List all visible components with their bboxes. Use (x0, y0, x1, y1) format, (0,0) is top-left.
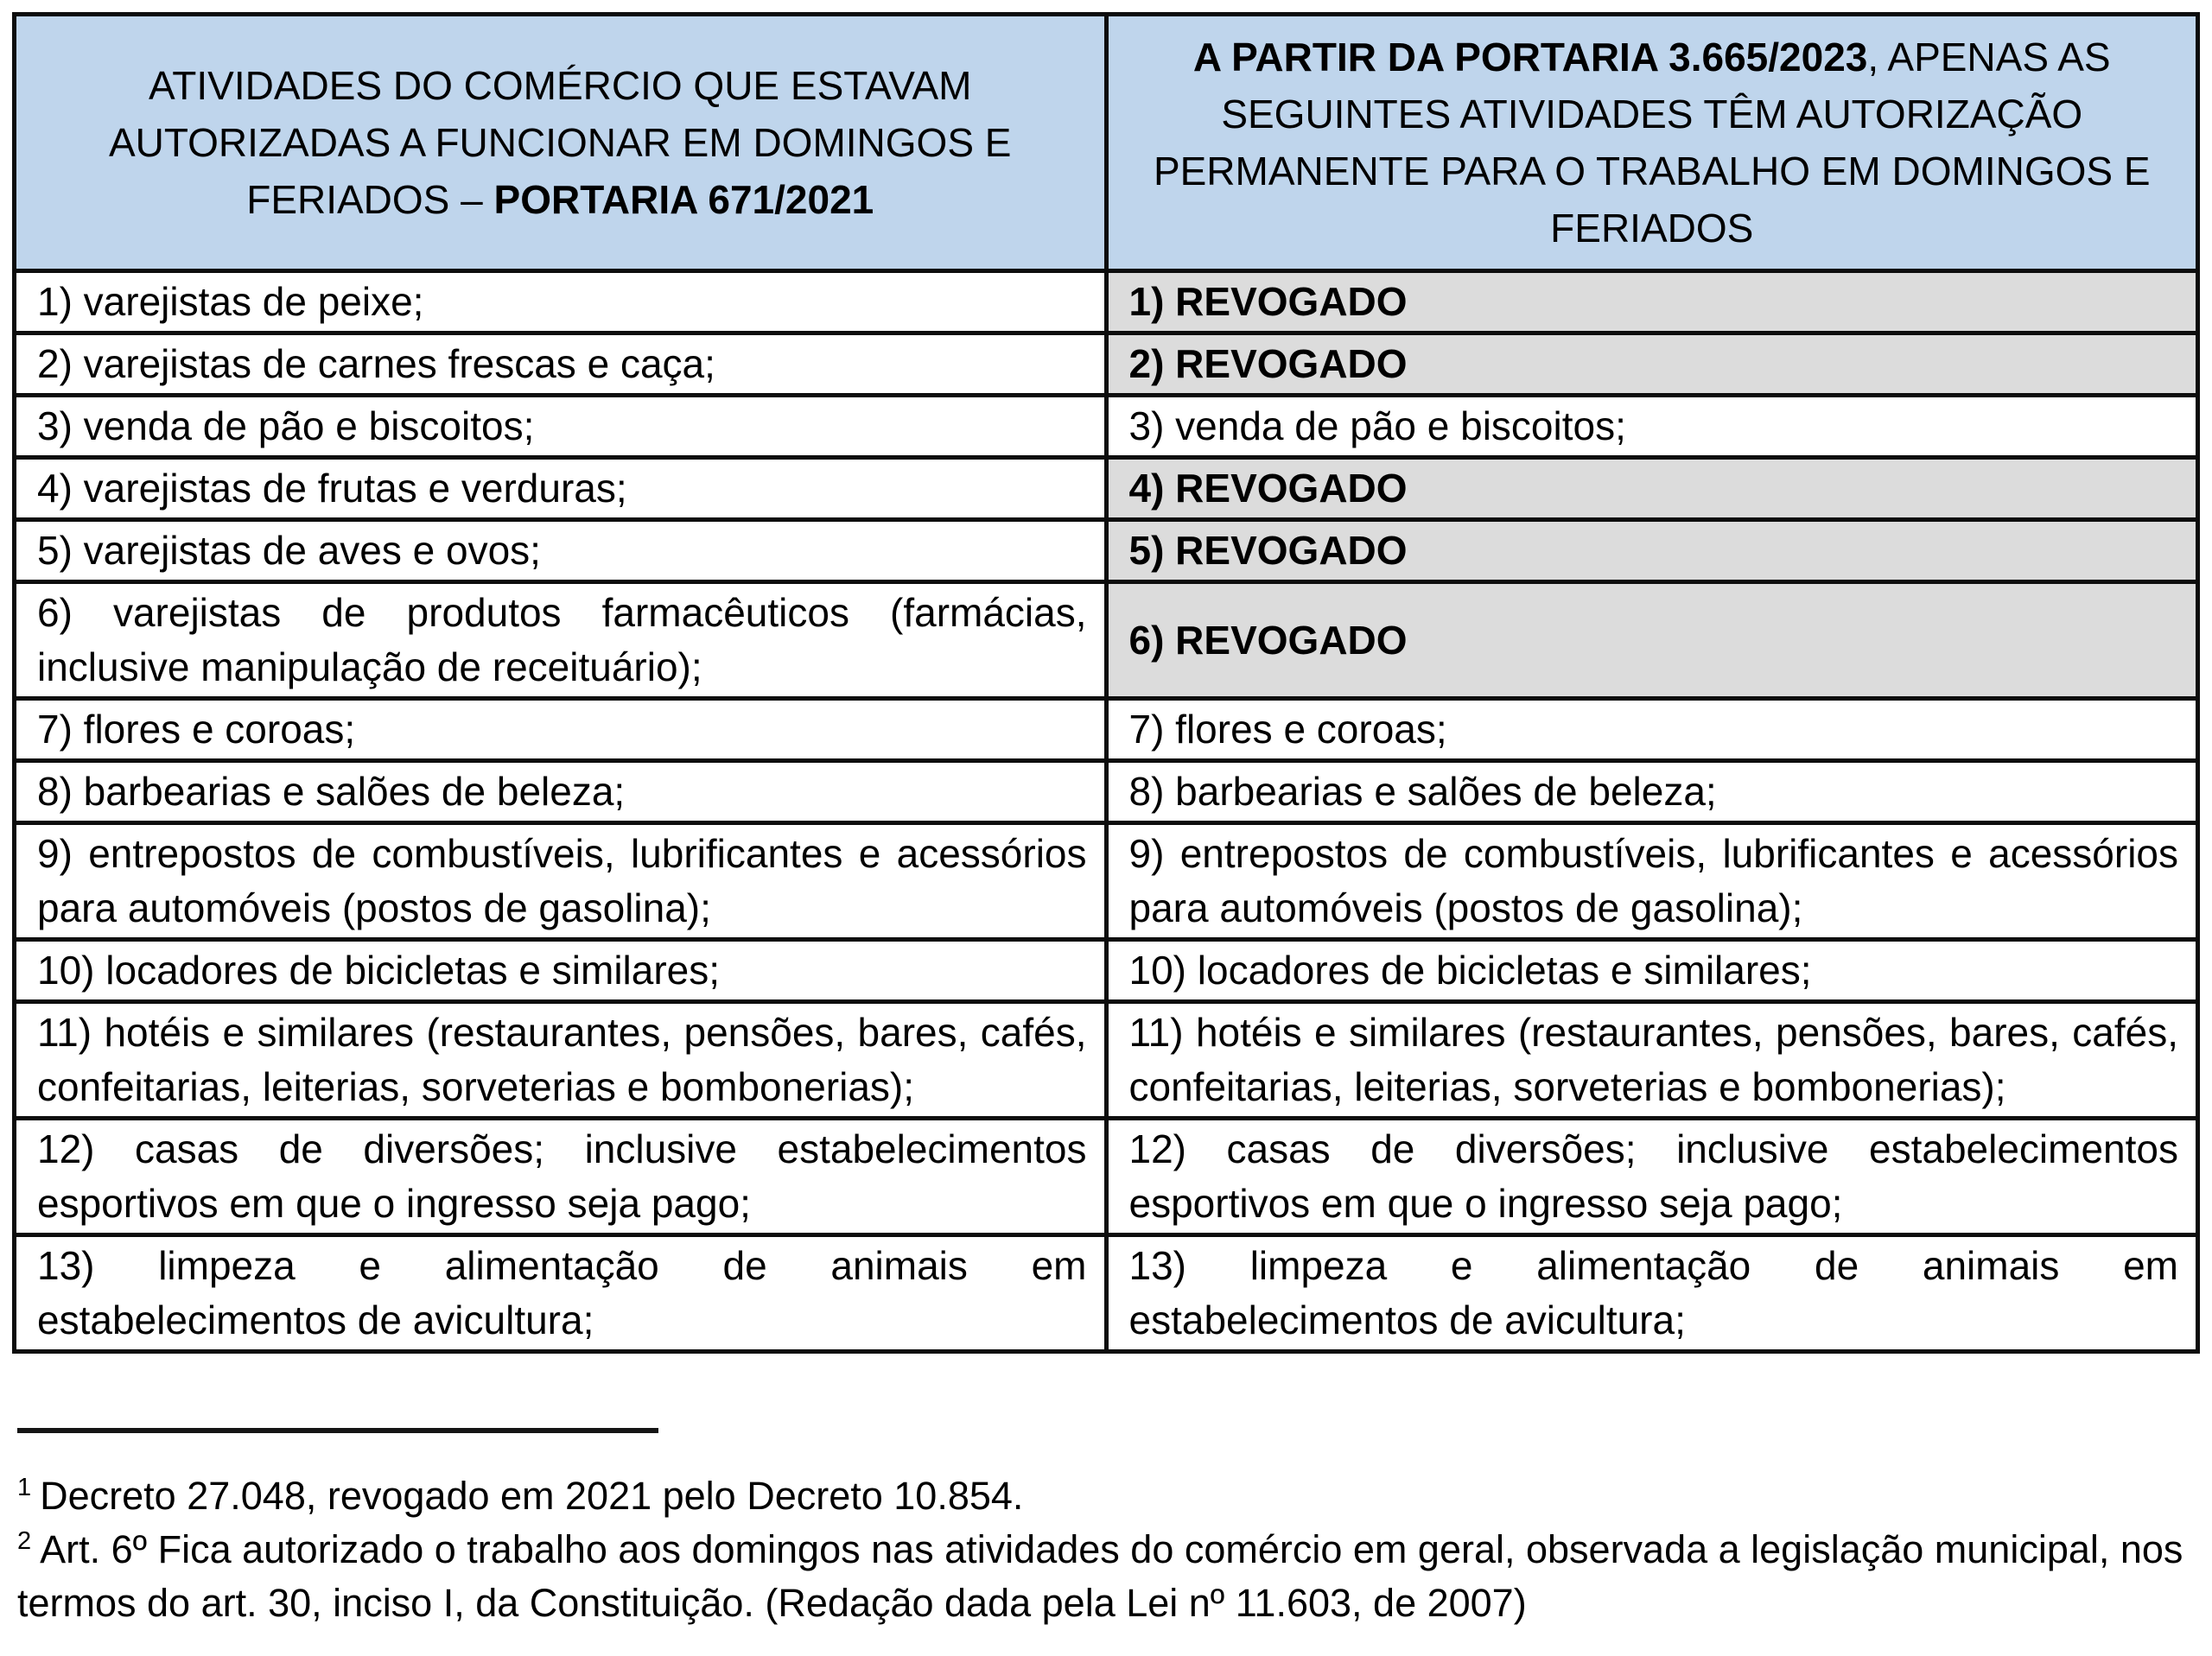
row-8-left-cell: 8) barbearias e salões de beleza; (12, 758, 1109, 825)
row-11-right-cell: 11) hotéis e similares (restaurantes, pe… (1103, 999, 2200, 1120)
row-12-right-cell: 12) casas de diversões; inclusive estabe… (1103, 1116, 2200, 1237)
comparison-table: ATIVIDADES DO COMÉRCIO QUE ESTAVAM AUTOR… (12, 12, 2200, 1354)
header-row: ATIVIDADES DO COMÉRCIO QUE ESTAVAM AUTOR… (12, 12, 2200, 273)
footnote-1-text: Decreto 27.048, revogado em 2021 pelo De… (40, 1474, 1024, 1518)
row-4-right-cell: 4) REVOGADO (1103, 455, 2200, 522)
row-1-right-cell: 1) REVOGADO (1103, 269, 2200, 335)
header-right-text: , APENAS AS SEGUINTES ATIVIDADES TÊM AUT… (1153, 35, 2151, 251)
row-3-left-cell: 3) venda de pão e biscoitos; (12, 393, 1109, 460)
table-row: 7) flores e coroas; 7) flores e coroas; (12, 696, 2200, 763)
row-9-left-cell: 9) entrepostos de combustíveis, lubrific… (12, 821, 1109, 942)
table-body: 1) varejistas de peixe; 1) REVOGADO 2) var… (12, 269, 2200, 1354)
footnotes-section: 1 Decreto 27.048, revogado em 2021 pelo D… (17, 1428, 2203, 1630)
row-2-left-cell: 2) varejistas de carnes frescas e caça; (12, 331, 1109, 397)
row-7-right-cell: 7) flores e coroas; (1103, 696, 2200, 763)
header-left-bold-text: PORTARIA 671/2021 (493, 177, 874, 222)
footnote-2-marker: 2 (17, 1527, 32, 1555)
table-row: 13) limpeza e alimentação de animais em … (12, 1233, 2200, 1354)
row-5-left-cell: 5) varejistas de aves e ovos; (12, 517, 1109, 584)
header-left-text: ATIVIDADES DO COMÉRCIO QUE ESTAVAM AUTOR… (108, 63, 1012, 222)
table-row: 1) varejistas de peixe; 1) REVOGADO (12, 269, 2200, 335)
footnote-1: 1 Decreto 27.048, revogado em 2021 pelo D… (17, 1469, 2203, 1523)
table-row: 8) barbearias e salões de beleza; 8) barb… (12, 758, 2200, 825)
row-9-right-cell: 9) entrepostos de combustíveis, lubrific… (1103, 821, 2200, 942)
table-row: 10) locadores de bicicletas e similares;… (12, 937, 2200, 1004)
table-row: 9) entrepostos de combustíveis, lubrific… (12, 821, 2200, 942)
row-6-right-cell: 6) REVOGADO (1103, 580, 2200, 701)
row-2-right-cell: 2) REVOGADO (1103, 331, 2200, 397)
row-4-left-cell: 4) varejistas de frutas e verduras; (12, 455, 1109, 522)
table-row: 11) hotéis e similares (restaurantes, pe… (12, 999, 2200, 1120)
footnote-2: 2 Art. 6º Fica autorizado o trabalho aos … (17, 1523, 2203, 1630)
table-row: 12) casas de diversões; inclusive estabe… (12, 1116, 2200, 1237)
row-12-left-cell: 12) casas de diversões; inclusive estabe… (12, 1116, 1109, 1237)
row-7-left-cell: 7) flores e coroas; (12, 696, 1109, 763)
table-row: 6) varejistas de produtos farmacêuticos … (12, 580, 2200, 701)
row-13-left-cell: 13) limpeza e alimentação de animais em … (12, 1233, 1109, 1354)
row-3-right-cell: 3) venda de pão e biscoitos; (1103, 393, 2200, 460)
header-right-bold-text: A PARTIR DA PORTARIA 3.665/2023 (1192, 35, 1868, 79)
row-6-left-cell: 6) varejistas de produtos farmacêuticos … (12, 580, 1109, 701)
row-10-left-cell: 10) locadores de bicicletas e similares; (12, 937, 1109, 1004)
table-row: 3) venda de pão e biscoitos; 3) venda de … (12, 393, 2200, 460)
footnote-1-marker: 1 (17, 1474, 32, 1501)
table-row: 5) varejistas de aves e ovos; 5) REVOGADO (12, 517, 2200, 584)
row-10-right-cell: 10) locadores de bicicletas e similares; (1103, 937, 2200, 1004)
table-header: ATIVIDADES DO COMÉRCIO QUE ESTAVAM AUTOR… (12, 12, 2200, 273)
header-cell-right: A PARTIR DA PORTARIA 3.665/2023, APENAS … (1103, 12, 2200, 273)
row-13-right-cell: 13) limpeza e alimentação de animais em … (1103, 1233, 2200, 1354)
row-5-right-cell: 5) REVOGADO (1103, 517, 2200, 584)
row-8-right-cell: 8) barbearias e salões de beleza; (1103, 758, 2200, 825)
table-row: 4) varejistas de frutas e verduras; 4) RE… (12, 455, 2200, 522)
footnote-separator-line (17, 1428, 658, 1433)
header-cell-left: ATIVIDADES DO COMÉRCIO QUE ESTAVAM AUTOR… (12, 12, 1109, 273)
table-row: 2) varejistas de carnes frescas e caça; 2… (12, 331, 2200, 397)
row-11-left-cell: 11) hotéis e similares (restaurantes, pe… (12, 999, 1109, 1120)
footnote-2-text: Art. 6º Fica autorizado o trabalho aos d… (17, 1527, 2183, 1625)
row-1-left-cell: 1) varejistas de peixe; (12, 269, 1109, 335)
